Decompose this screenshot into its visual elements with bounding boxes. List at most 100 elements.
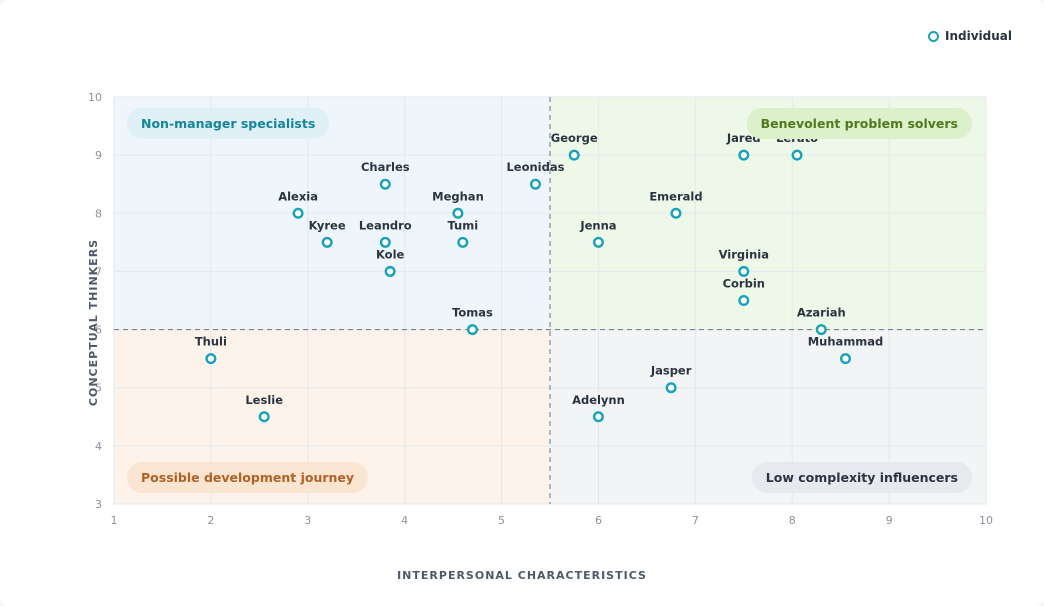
data-point[interactable]: Charles bbox=[361, 160, 410, 190]
y-axis-label: CONCEPTUAL THINKERS bbox=[87, 239, 100, 406]
legend[interactable]: Individual bbox=[928, 29, 1012, 43]
data-point[interactable]: Adelynn bbox=[572, 393, 625, 423]
data-point[interactable]: Kole bbox=[376, 247, 405, 277]
point-marker[interactable] bbox=[840, 353, 852, 365]
data-point[interactable]: Muhammad bbox=[808, 335, 884, 365]
point-marker[interactable] bbox=[568, 149, 580, 161]
quadrant-pill-bg bbox=[751, 462, 972, 493]
point-marker[interactable] bbox=[665, 382, 677, 394]
point-marker[interactable] bbox=[379, 178, 391, 190]
data-point[interactable]: Azariah bbox=[797, 306, 846, 336]
quadrant-labels: Non-manager specialists Benevolent proble… bbox=[127, 108, 972, 493]
point-label: Leonidas bbox=[506, 160, 564, 174]
point-label: Leslie bbox=[245, 393, 283, 407]
data-point[interactable]: Tumi bbox=[447, 218, 478, 248]
point-marker[interactable] bbox=[529, 178, 541, 190]
y-tick-label: 8 bbox=[95, 207, 102, 220]
point-marker[interactable] bbox=[321, 236, 333, 248]
point-label: Virginia bbox=[719, 247, 769, 261]
y-tick-label: 9 bbox=[95, 149, 102, 162]
quadrant-pill-bottom-left: Possible development journey bbox=[127, 462, 369, 493]
point-marker[interactable] bbox=[384, 265, 396, 277]
data-point[interactable]: George bbox=[551, 131, 598, 161]
point-label: Kyree bbox=[309, 218, 346, 232]
point-label: Jasper bbox=[650, 364, 692, 378]
point-label: Emerald bbox=[649, 189, 702, 203]
data-points: Alexia Charles Kyree Leandro Kole Meghan Tumi L… bbox=[195, 131, 884, 423]
data-point[interactable]: Leandro bbox=[359, 218, 412, 248]
legend-circle-icon bbox=[928, 30, 939, 42]
quadrant-pill-top-left: Non-manager specialists bbox=[127, 108, 330, 139]
quadrant-pill-top-right: Benevolent problem solvers bbox=[746, 108, 972, 139]
x-tick-label: 10 bbox=[979, 514, 993, 527]
quadrant-label: Possible development journey bbox=[141, 470, 354, 485]
quadrant-pill-bg bbox=[127, 462, 369, 493]
quadrant-pill-bg bbox=[127, 108, 330, 139]
x-tick-label: 7 bbox=[692, 514, 699, 527]
data-point[interactable]: Leslie bbox=[245, 393, 283, 423]
y-tick-label: 4 bbox=[95, 440, 102, 453]
x-tick-label: 4 bbox=[401, 514, 408, 527]
data-point[interactable]: Corbin bbox=[723, 277, 765, 307]
point-marker[interactable] bbox=[379, 236, 391, 248]
y-tick-label: 3 bbox=[95, 498, 102, 511]
point-label: Muhammad bbox=[808, 335, 884, 349]
point-marker[interactable] bbox=[452, 207, 464, 219]
point-label: Leandro bbox=[359, 218, 412, 232]
x-tick-label: 3 bbox=[304, 514, 311, 527]
y-tick-label: 10 bbox=[88, 91, 102, 104]
legend-label: Individual bbox=[945, 29, 1012, 43]
quadrant-pill-bg bbox=[746, 108, 972, 139]
axis-ticks: 1 2 3 4 5 6 7 8 9 10 3 4 5 6 7 8 9 10 bbox=[88, 91, 993, 527]
quadrant-dividers bbox=[114, 97, 986, 504]
point-marker[interactable] bbox=[738, 149, 750, 161]
point-label: Jenna bbox=[579, 218, 616, 232]
x-tick-label: 9 bbox=[886, 514, 893, 527]
point-marker[interactable] bbox=[592, 411, 604, 423]
x-axis-label: INTERPERSONAL CHARACTERISTICS bbox=[397, 569, 647, 582]
data-point[interactable]: Leonidas bbox=[506, 160, 565, 190]
point-label: Charles bbox=[361, 160, 410, 174]
point-marker[interactable] bbox=[466, 324, 478, 336]
point-label: Meghan bbox=[432, 189, 484, 203]
point-label: Thuli bbox=[195, 335, 227, 349]
quadrant-label: Benevolent problem solvers bbox=[761, 116, 958, 131]
data-point[interactable]: Thuli bbox=[195, 335, 227, 365]
point-label: Corbin bbox=[723, 277, 765, 291]
point-marker[interactable] bbox=[791, 149, 803, 161]
data-point[interactable]: Emerald bbox=[649, 189, 703, 219]
quadrant-label: Non-manager specialists bbox=[141, 116, 315, 131]
x-tick-label: 5 bbox=[498, 514, 505, 527]
point-marker[interactable] bbox=[292, 207, 304, 219]
x-tick-label: 8 bbox=[789, 514, 796, 527]
data-point[interactable]: Meghan bbox=[432, 189, 484, 219]
data-point[interactable]: Virginia bbox=[719, 247, 769, 277]
y-tick-label: 5 bbox=[95, 382, 102, 395]
point-marker[interactable] bbox=[592, 236, 604, 248]
x-tick-label: 2 bbox=[207, 514, 214, 527]
point-label: George bbox=[551, 131, 598, 145]
point-marker[interactable] bbox=[738, 295, 750, 307]
data-point[interactable]: Tomas bbox=[452, 306, 493, 336]
point-label: Azariah bbox=[797, 306, 846, 320]
data-point[interactable]: Alexia bbox=[278, 189, 318, 219]
point-marker[interactable] bbox=[670, 207, 682, 219]
point-marker[interactable] bbox=[258, 411, 270, 423]
point-marker[interactable] bbox=[205, 353, 217, 365]
y-tick-label: 7 bbox=[95, 265, 102, 278]
data-point[interactable]: Kyree bbox=[309, 218, 346, 248]
data-point[interactable]: Jenna bbox=[579, 218, 617, 248]
x-tick-label: 1 bbox=[111, 514, 118, 527]
point-marker[interactable] bbox=[457, 236, 469, 248]
point-marker[interactable] bbox=[815, 324, 827, 336]
point-label: Tomas bbox=[452, 306, 493, 320]
point-marker[interactable] bbox=[738, 265, 750, 277]
data-point[interactable]: Jasper bbox=[650, 364, 692, 394]
point-label: Tumi bbox=[447, 218, 478, 232]
quadrant-pill-bottom-right: Low complexity influencers bbox=[751, 462, 972, 493]
point-label: Adelynn bbox=[572, 393, 625, 407]
quadrant-label: Low complexity influencers bbox=[766, 470, 958, 485]
point-label: Alexia bbox=[278, 189, 318, 203]
